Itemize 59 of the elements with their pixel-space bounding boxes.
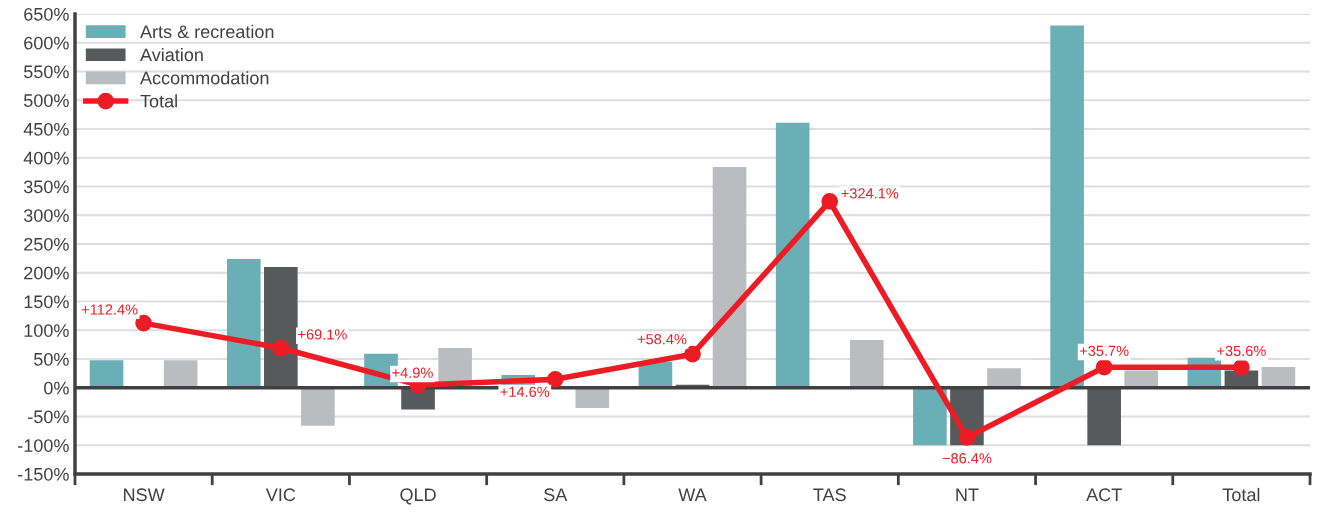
y-tick-label: 400%	[23, 151, 69, 165]
bar	[987, 368, 1021, 388]
bar	[1087, 387, 1121, 446]
y-tick-label: 500%	[23, 94, 69, 107]
data-label: +324.1%	[841, 188, 899, 199]
bar	[849, 340, 884, 388]
point	[546, 371, 564, 388]
point	[272, 339, 290, 357]
x-tick-label: NT	[956, 488, 979, 501]
y-tick-label: 450%	[23, 122, 69, 136]
legend-label: Total	[140, 94, 177, 108]
point	[135, 314, 152, 332]
y-tick-label: 0%	[44, 381, 69, 395]
bar	[775, 122, 810, 388]
bar	[1261, 367, 1296, 388]
x-tick-label: ACT	[1086, 488, 1122, 502]
x-tick-label: VIC	[265, 488, 296, 502]
bar	[226, 258, 261, 388]
y-tick-label: -150%	[18, 467, 69, 481]
data-label: +4.9%	[392, 367, 433, 378]
legend-label: Accommodation	[140, 71, 269, 85]
y-tick-label: 100%	[24, 324, 69, 337]
point	[1095, 358, 1113, 376]
data-label: +112.4%	[81, 304, 138, 315]
x-tick-label: SA	[544, 488, 568, 502]
point	[1233, 358, 1250, 376]
bar	[913, 387, 947, 446]
y-tick-label: 300%	[23, 209, 69, 222]
point	[958, 429, 976, 446]
y-tick-label: 350%	[23, 180, 69, 194]
bar	[575, 387, 610, 408]
x-tick-label: NSW	[124, 488, 165, 502]
x-tick-label: QLD	[400, 488, 436, 505]
y-tick-label: 650%	[24, 7, 69, 21]
y-tick-label: 600%	[24, 36, 69, 50]
y-tick-label: -50%	[28, 410, 69, 424]
y-tick-label: 550%	[23, 65, 69, 79]
x-tick-label: WA	[678, 488, 707, 501]
bar	[301, 387, 335, 426]
data-label: +58.4%	[637, 334, 687, 345]
point	[821, 193, 839, 210]
bar	[163, 360, 198, 388]
bar	[89, 360, 124, 388]
y-tick-label: 150%	[24, 295, 69, 309]
legend-label: Aviation	[140, 47, 203, 62]
point	[684, 345, 701, 363]
data-label: +69.1%	[298, 329, 347, 340]
y-tick-label: 200%	[24, 266, 69, 280]
legend-label: Arts & recreation	[140, 24, 274, 39]
y-tick-label: 250%	[24, 237, 69, 251]
y-tick-label: -100%	[18, 439, 69, 452]
data-label: +35.6%	[1217, 345, 1266, 357]
data-label: −86.4%	[942, 453, 992, 464]
x-tick-label: Total	[1222, 487, 1260, 502]
data-label: +14.6%	[500, 386, 550, 398]
data-label: +35.7%	[1079, 345, 1129, 357]
x-tick-label: TAS	[813, 488, 846, 502]
y-tick-label: 50%	[34, 352, 69, 366]
bar	[712, 166, 747, 388]
